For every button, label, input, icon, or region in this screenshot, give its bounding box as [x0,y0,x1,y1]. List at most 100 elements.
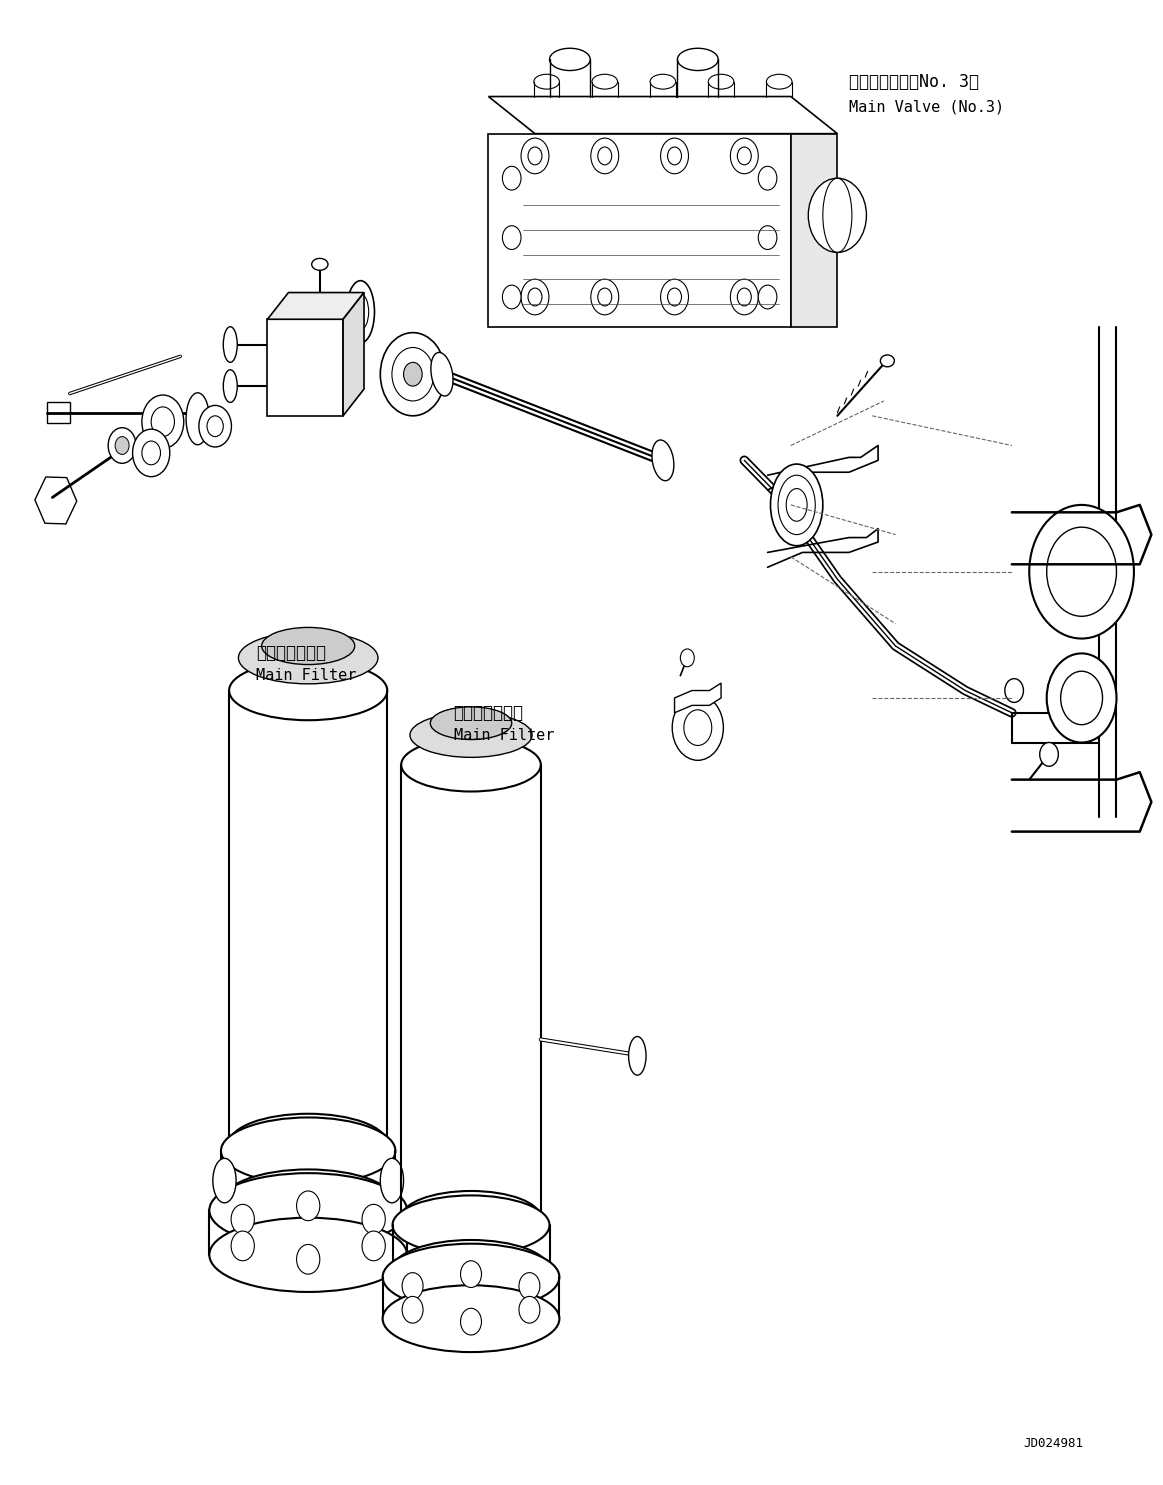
Circle shape [461,1261,481,1287]
Circle shape [737,288,751,306]
Circle shape [502,166,521,190]
Circle shape [1047,653,1116,742]
Ellipse shape [592,74,618,89]
Circle shape [321,327,337,347]
Ellipse shape [223,327,237,362]
Circle shape [528,288,542,306]
Circle shape [598,147,612,165]
Polygon shape [267,319,343,416]
Circle shape [207,416,223,437]
Ellipse shape [430,707,512,740]
Ellipse shape [534,74,559,89]
Circle shape [1005,679,1023,702]
Circle shape [758,285,777,309]
Circle shape [404,362,422,386]
Circle shape [231,1204,255,1234]
Circle shape [672,695,723,760]
Circle shape [661,279,688,315]
Circle shape [521,279,549,315]
Circle shape [402,1273,423,1299]
Circle shape [273,388,290,408]
Ellipse shape [312,258,328,270]
Circle shape [680,649,694,667]
Text: Main Valve (No.3): Main Valve (No.3) [849,99,1004,114]
Polygon shape [343,293,364,416]
Circle shape [392,347,434,401]
Ellipse shape [677,48,718,70]
Ellipse shape [209,1173,407,1247]
Circle shape [142,395,184,448]
Polygon shape [267,293,364,319]
Circle shape [133,429,170,477]
Ellipse shape [430,352,454,396]
Ellipse shape [786,489,807,521]
Circle shape [461,1308,481,1335]
Ellipse shape [393,1195,550,1255]
Text: Main Filter: Main Filter [454,728,554,742]
Circle shape [758,226,777,249]
Circle shape [298,359,312,377]
Ellipse shape [393,1240,550,1299]
Circle shape [1029,505,1134,639]
Circle shape [528,147,542,165]
Circle shape [321,388,337,408]
Text: メインバルブ（No. 3）: メインバルブ（No. 3） [849,73,979,91]
Circle shape [231,1231,255,1261]
Ellipse shape [766,74,792,89]
Circle shape [737,147,751,165]
Circle shape [808,178,866,252]
Circle shape [730,279,758,315]
Circle shape [1047,527,1116,616]
Polygon shape [675,683,721,713]
Text: JD024981: JD024981 [1023,1437,1084,1449]
Ellipse shape [708,74,734,89]
Polygon shape [488,134,791,327]
Circle shape [362,1231,385,1261]
Ellipse shape [229,661,387,720]
Circle shape [380,333,445,416]
Circle shape [297,1244,320,1274]
Circle shape [151,407,174,437]
Circle shape [199,405,231,447]
Circle shape [519,1273,540,1299]
Circle shape [142,441,160,465]
Ellipse shape [401,738,541,792]
Circle shape [108,428,136,463]
Ellipse shape [383,1285,559,1351]
Ellipse shape [221,1170,395,1236]
Ellipse shape [223,370,237,402]
Circle shape [1061,671,1103,725]
Circle shape [591,279,619,315]
Text: メインフィルタ: メインフィルタ [256,644,326,662]
Ellipse shape [229,1114,387,1173]
Circle shape [521,138,549,174]
Circle shape [591,138,619,174]
Ellipse shape [213,1158,236,1203]
Text: メインフィルタ: メインフィルタ [454,704,523,722]
Circle shape [598,288,612,306]
Ellipse shape [380,1158,404,1203]
Circle shape [668,288,682,306]
Polygon shape [791,134,837,327]
Circle shape [519,1296,540,1323]
Ellipse shape [549,48,590,70]
Ellipse shape [880,355,894,367]
Ellipse shape [383,1244,559,1311]
Circle shape [402,1296,423,1323]
Circle shape [684,710,712,745]
Circle shape [661,138,688,174]
Ellipse shape [652,440,673,481]
Circle shape [758,166,777,190]
Ellipse shape [347,281,374,343]
Circle shape [502,226,521,249]
Text: Main Filter: Main Filter [256,668,356,683]
Ellipse shape [401,1191,541,1244]
Ellipse shape [778,475,815,535]
Ellipse shape [629,1037,647,1075]
Polygon shape [47,402,70,423]
Ellipse shape [209,1218,407,1292]
Ellipse shape [411,713,533,757]
Ellipse shape [650,74,676,89]
Polygon shape [488,97,837,134]
Ellipse shape [771,463,823,545]
